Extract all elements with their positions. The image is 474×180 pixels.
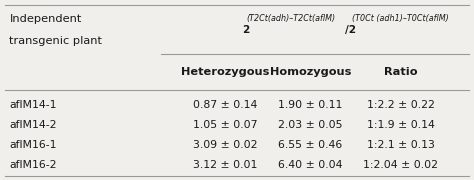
Text: Independent: Independent — [9, 14, 82, 24]
Text: 2.03 ± 0.05: 2.03 ± 0.05 — [278, 120, 343, 130]
Text: 6.40 ± 0.04: 6.40 ± 0.04 — [278, 160, 343, 170]
Text: aflM14-2: aflM14-2 — [9, 120, 57, 130]
Text: 1.90 ± 0.11: 1.90 ± 0.11 — [278, 100, 343, 110]
Text: Heterozygous: Heterozygous — [181, 67, 269, 77]
Text: aflM14-1: aflM14-1 — [9, 100, 57, 110]
Text: 1:1.9 ± 0.14: 1:1.9 ± 0.14 — [366, 120, 435, 130]
Text: (T0Ct (adh1)–T0Ct(aflM): (T0Ct (adh1)–T0Ct(aflM) — [352, 14, 449, 22]
Text: transgenic plant: transgenic plant — [9, 35, 102, 46]
Text: 3.12 ± 0.01: 3.12 ± 0.01 — [193, 160, 257, 170]
Text: aflM16-2: aflM16-2 — [9, 160, 57, 170]
Text: 6.55 ± 0.46: 6.55 ± 0.46 — [278, 140, 343, 150]
Text: 1.05 ± 0.07: 1.05 ± 0.07 — [193, 120, 257, 130]
Text: 1:2.04 ± 0.02: 1:2.04 ± 0.02 — [363, 160, 438, 170]
Text: 1:2.2 ± 0.22: 1:2.2 ± 0.22 — [366, 100, 435, 110]
Text: /2: /2 — [345, 25, 356, 35]
Text: 0.87 ± 0.14: 0.87 ± 0.14 — [193, 100, 257, 110]
Text: Homozygous: Homozygous — [270, 67, 351, 77]
Text: 1:2.1 ± 0.13: 1:2.1 ± 0.13 — [366, 140, 435, 150]
Text: Ratio: Ratio — [384, 67, 417, 77]
Text: aflM16-1: aflM16-1 — [9, 140, 57, 150]
Text: 3.09 ± 0.02: 3.09 ± 0.02 — [193, 140, 257, 150]
Text: (T2Ct(adh)–T2Ct(aflM): (T2Ct(adh)–T2Ct(aflM) — [246, 14, 336, 22]
Text: 2: 2 — [242, 25, 249, 35]
